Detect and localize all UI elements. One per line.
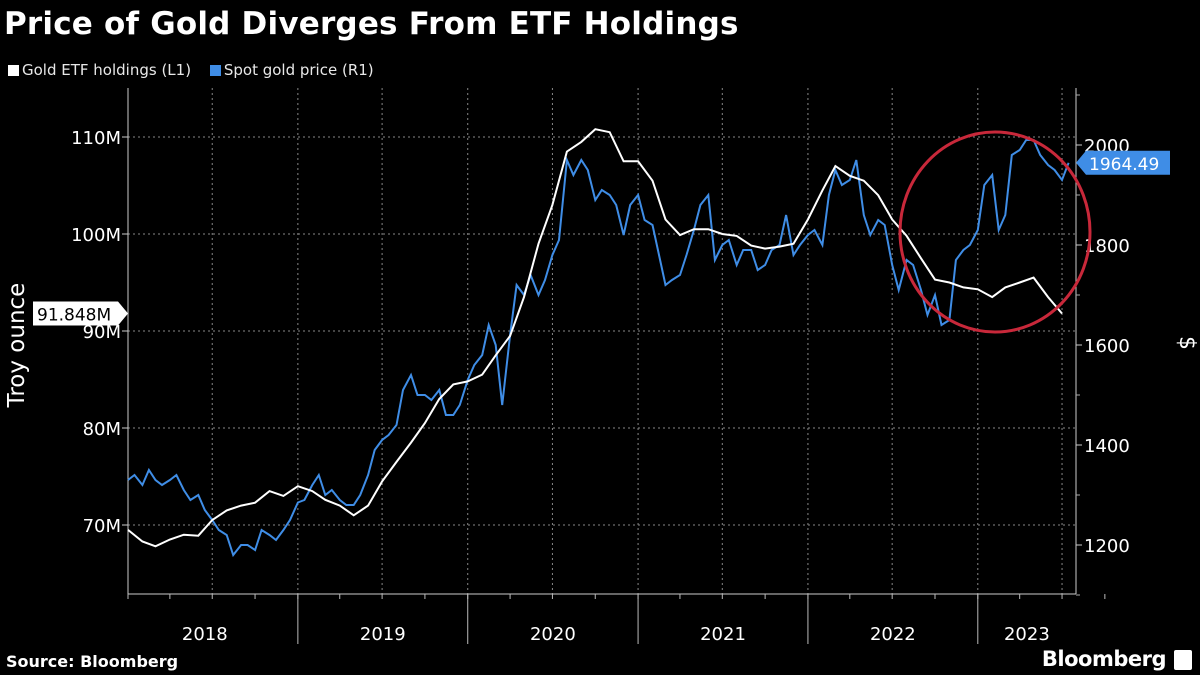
- left-axis-ticks: 70M 80M 90M 100M 110M: [71, 128, 128, 537]
- bloomberg-logo: Bloomberg: [1041, 647, 1167, 671]
- x-tick-label: 2023: [1004, 624, 1050, 645]
- series-line-etf-holdings: [127, 128, 1063, 548]
- right-tick-label: 1200: [1084, 536, 1130, 557]
- legend-item-etf: Gold ETF holdings (L1): [8, 61, 191, 79]
- legend-swatch-gold: [209, 64, 221, 76]
- chart-title: Price of Gold Diverges From ETF Holdings: [4, 6, 739, 42]
- legend-label-etf: Gold ETF holdings (L1): [22, 61, 192, 79]
- legend-swatch-etf: [8, 64, 19, 76]
- x-tick-label: 2018: [182, 624, 228, 645]
- y-axis-label-left: Troy ounce: [4, 283, 30, 409]
- x-tick-label: 2019: [360, 624, 406, 645]
- bloomberg-mark-icon: [1174, 650, 1192, 670]
- left-tick-label: 70M: [83, 516, 121, 537]
- x-axis-ticks: 2018 2019 2020 2021 2022 2023: [127, 594, 1106, 645]
- right-tick-label: 1800: [1084, 236, 1130, 257]
- right-tick-label: 1400: [1084, 436, 1130, 457]
- y-axis-label-right: $: [1174, 336, 1199, 350]
- series-line-spot-gold: [127, 139, 1070, 558]
- grid-lines: [128, 88, 1076, 594]
- left-tick-label: 110M: [71, 128, 121, 149]
- legend-label-gold: Spot gold price (R1): [223, 61, 374, 79]
- y-axis-title-right: $: [1174, 336, 1199, 350]
- x-tick-label: 2020: [530, 624, 576, 645]
- divergence-circle: [898, 130, 1092, 334]
- etf-last-value-label: 91.848M: [37, 306, 111, 326]
- right-tick-label: 1600: [1084, 336, 1130, 357]
- gold-last-value-label: 1964.49: [1089, 155, 1159, 175]
- chart-legend: Gold ETF holdings (L1) Spot gold price (…: [8, 61, 388, 80]
- legend-item-gold: Spot gold price (R1): [209, 61, 374, 79]
- left-tick-label: 90M: [83, 322, 121, 343]
- axes: [127, 88, 1077, 595]
- gold-last-value-box: [1076, 150, 1170, 175]
- y-axis-title-left: Troy ounce: [4, 283, 30, 409]
- x-tick-label: 2021: [700, 624, 746, 645]
- x-tick-label: 2022: [870, 624, 916, 645]
- left-tick-label: 80M: [83, 419, 121, 440]
- left-tick-label: 100M: [71, 225, 121, 246]
- source-note: Source: Bloomberg: [6, 652, 179, 671]
- last-value-labels: 91.848M 1964.49: [33, 150, 1170, 326]
- etf-last-value-box: [33, 301, 128, 326]
